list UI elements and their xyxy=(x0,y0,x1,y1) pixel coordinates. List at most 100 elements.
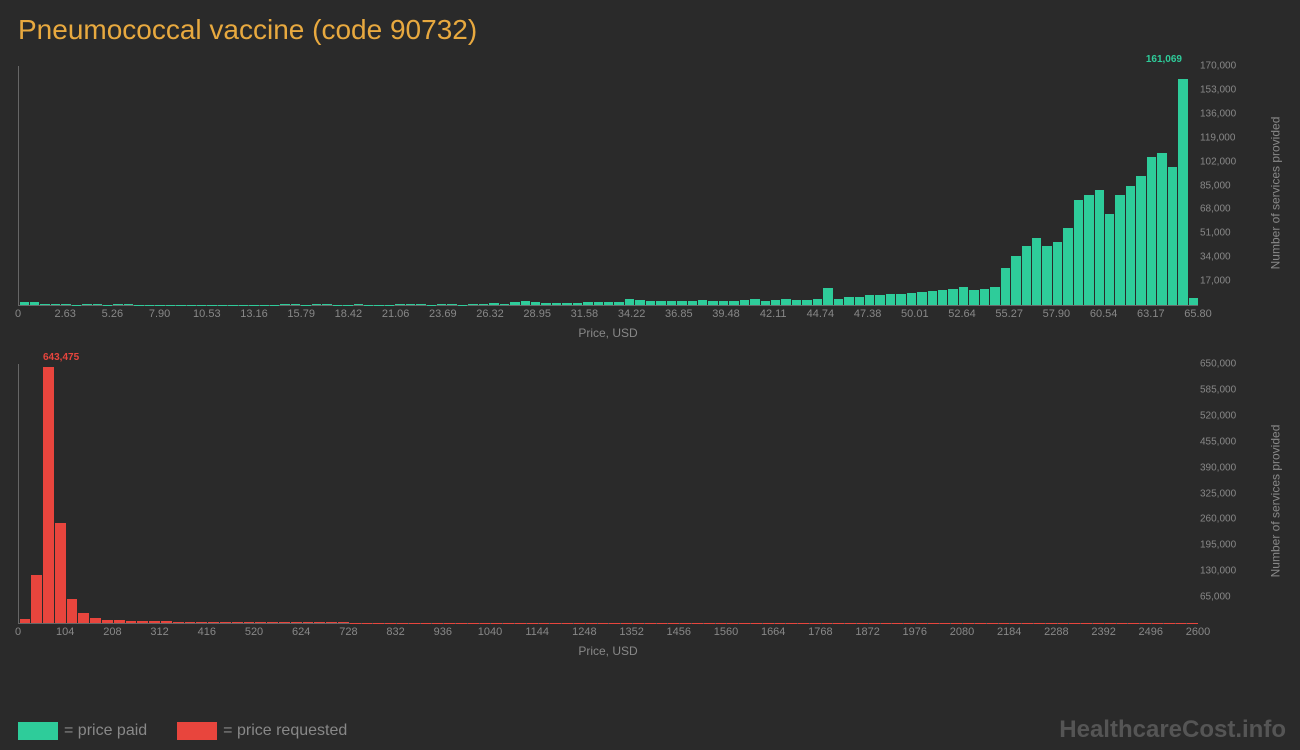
bar xyxy=(90,618,101,623)
x-tick: 1872 xyxy=(855,626,879,638)
bar xyxy=(354,304,363,305)
x-tick: 416 xyxy=(198,626,216,638)
x-tick: 21.06 xyxy=(382,308,410,320)
x-tick: 5.26 xyxy=(102,308,123,320)
y-tick: 34,000 xyxy=(1200,252,1231,263)
y-tick: 102,000 xyxy=(1200,156,1236,167)
bar xyxy=(267,622,278,623)
bar xyxy=(980,289,989,305)
x-tick: 10.53 xyxy=(193,308,221,320)
bar xyxy=(813,299,822,305)
bar xyxy=(279,622,290,623)
bar xyxy=(625,299,634,305)
chart-paid-plot: 161,069 17,00034,00051,00068,00085,00010… xyxy=(18,66,1198,306)
x-tick: 1456 xyxy=(667,626,691,638)
bar xyxy=(844,297,853,305)
bar xyxy=(93,304,102,305)
bar xyxy=(521,301,530,305)
x-tick: 39.48 xyxy=(712,308,740,320)
x-tick: 7.90 xyxy=(149,308,170,320)
x-tick: 1248 xyxy=(572,626,596,638)
chart-requested: 643,475 65,000130,000195,000260,000325,0… xyxy=(18,364,1282,658)
bar xyxy=(1032,238,1041,305)
bar xyxy=(1074,200,1083,305)
bar xyxy=(531,302,540,305)
bar xyxy=(875,295,884,305)
bar xyxy=(729,301,738,305)
bar xyxy=(51,304,60,305)
x-tick: 1976 xyxy=(903,626,927,638)
bar xyxy=(928,291,937,305)
bar xyxy=(1042,246,1051,305)
bar xyxy=(646,301,655,305)
bar xyxy=(406,304,415,305)
x-tick: 26.32 xyxy=(476,308,504,320)
bar xyxy=(562,303,571,305)
legend-item-paid: = price paid xyxy=(18,722,147,740)
bar xyxy=(55,523,66,623)
y-tick: 136,000 xyxy=(1200,108,1236,119)
bar xyxy=(124,304,133,305)
y-tick: 390,000 xyxy=(1200,462,1236,473)
x-tick: 60.54 xyxy=(1090,308,1118,320)
bar xyxy=(886,294,895,305)
peak-label-requested: 643,475 xyxy=(43,352,79,363)
bar xyxy=(468,304,477,305)
bar xyxy=(959,287,968,305)
chart-requested-plot: 643,475 65,000130,000195,000260,000325,0… xyxy=(18,364,1198,624)
y-tick: 130,000 xyxy=(1200,566,1236,577)
x-tick: 18.42 xyxy=(335,308,363,320)
bar xyxy=(185,622,196,623)
x-tick: 1144 xyxy=(525,626,549,638)
bar xyxy=(61,304,70,305)
legend-item-requested: = price requested xyxy=(177,722,347,740)
x-tick: 23.69 xyxy=(429,308,457,320)
bar xyxy=(750,299,759,305)
bar xyxy=(635,300,644,305)
bar xyxy=(865,295,874,305)
y-tick: 325,000 xyxy=(1200,488,1236,499)
y-tick: 65,000 xyxy=(1200,592,1231,603)
bar xyxy=(113,304,122,305)
legend-label-requested: = price requested xyxy=(223,722,347,740)
page-title: Pneumococcal vaccine (code 90732) xyxy=(0,0,1300,46)
x-tick: 0 xyxy=(15,626,21,638)
bar xyxy=(1189,298,1198,305)
x-tick: 50.01 xyxy=(901,308,929,320)
bar xyxy=(1063,228,1072,305)
bar xyxy=(656,301,665,305)
x-tick: 28.95 xyxy=(523,308,551,320)
x-tick: 42.11 xyxy=(760,308,787,320)
x-tick: 728 xyxy=(339,626,357,638)
bar xyxy=(552,303,561,305)
bar xyxy=(781,299,790,305)
x-tick: 47.38 xyxy=(854,308,882,320)
bar xyxy=(510,302,519,306)
bar xyxy=(303,622,314,623)
x-tick: 63.17 xyxy=(1137,308,1165,320)
x-tick: 832 xyxy=(386,626,404,638)
bar xyxy=(114,620,125,623)
bar xyxy=(1001,268,1010,305)
bar xyxy=(312,304,321,305)
bar xyxy=(698,300,707,305)
y-tick: 85,000 xyxy=(1200,180,1231,191)
x-tick: 44.74 xyxy=(807,308,835,320)
bar xyxy=(1105,214,1114,305)
bar xyxy=(708,301,717,305)
x-tick: 31.58 xyxy=(571,308,599,320)
y-axis-label-paid: Number of services provided xyxy=(1269,116,1283,269)
y-tick: 153,000 xyxy=(1200,84,1236,95)
bar xyxy=(40,304,49,305)
x-tick: 52.64 xyxy=(948,308,976,320)
bar xyxy=(20,302,29,305)
bar xyxy=(1022,246,1031,305)
y-tick: 119,000 xyxy=(1200,132,1235,143)
bar xyxy=(948,289,957,305)
x-tick: 2496 xyxy=(1139,626,1163,638)
bar xyxy=(489,303,498,305)
bar xyxy=(594,302,603,305)
bar xyxy=(196,622,207,623)
bar xyxy=(255,622,266,623)
y-tick: 455,000 xyxy=(1200,436,1236,447)
